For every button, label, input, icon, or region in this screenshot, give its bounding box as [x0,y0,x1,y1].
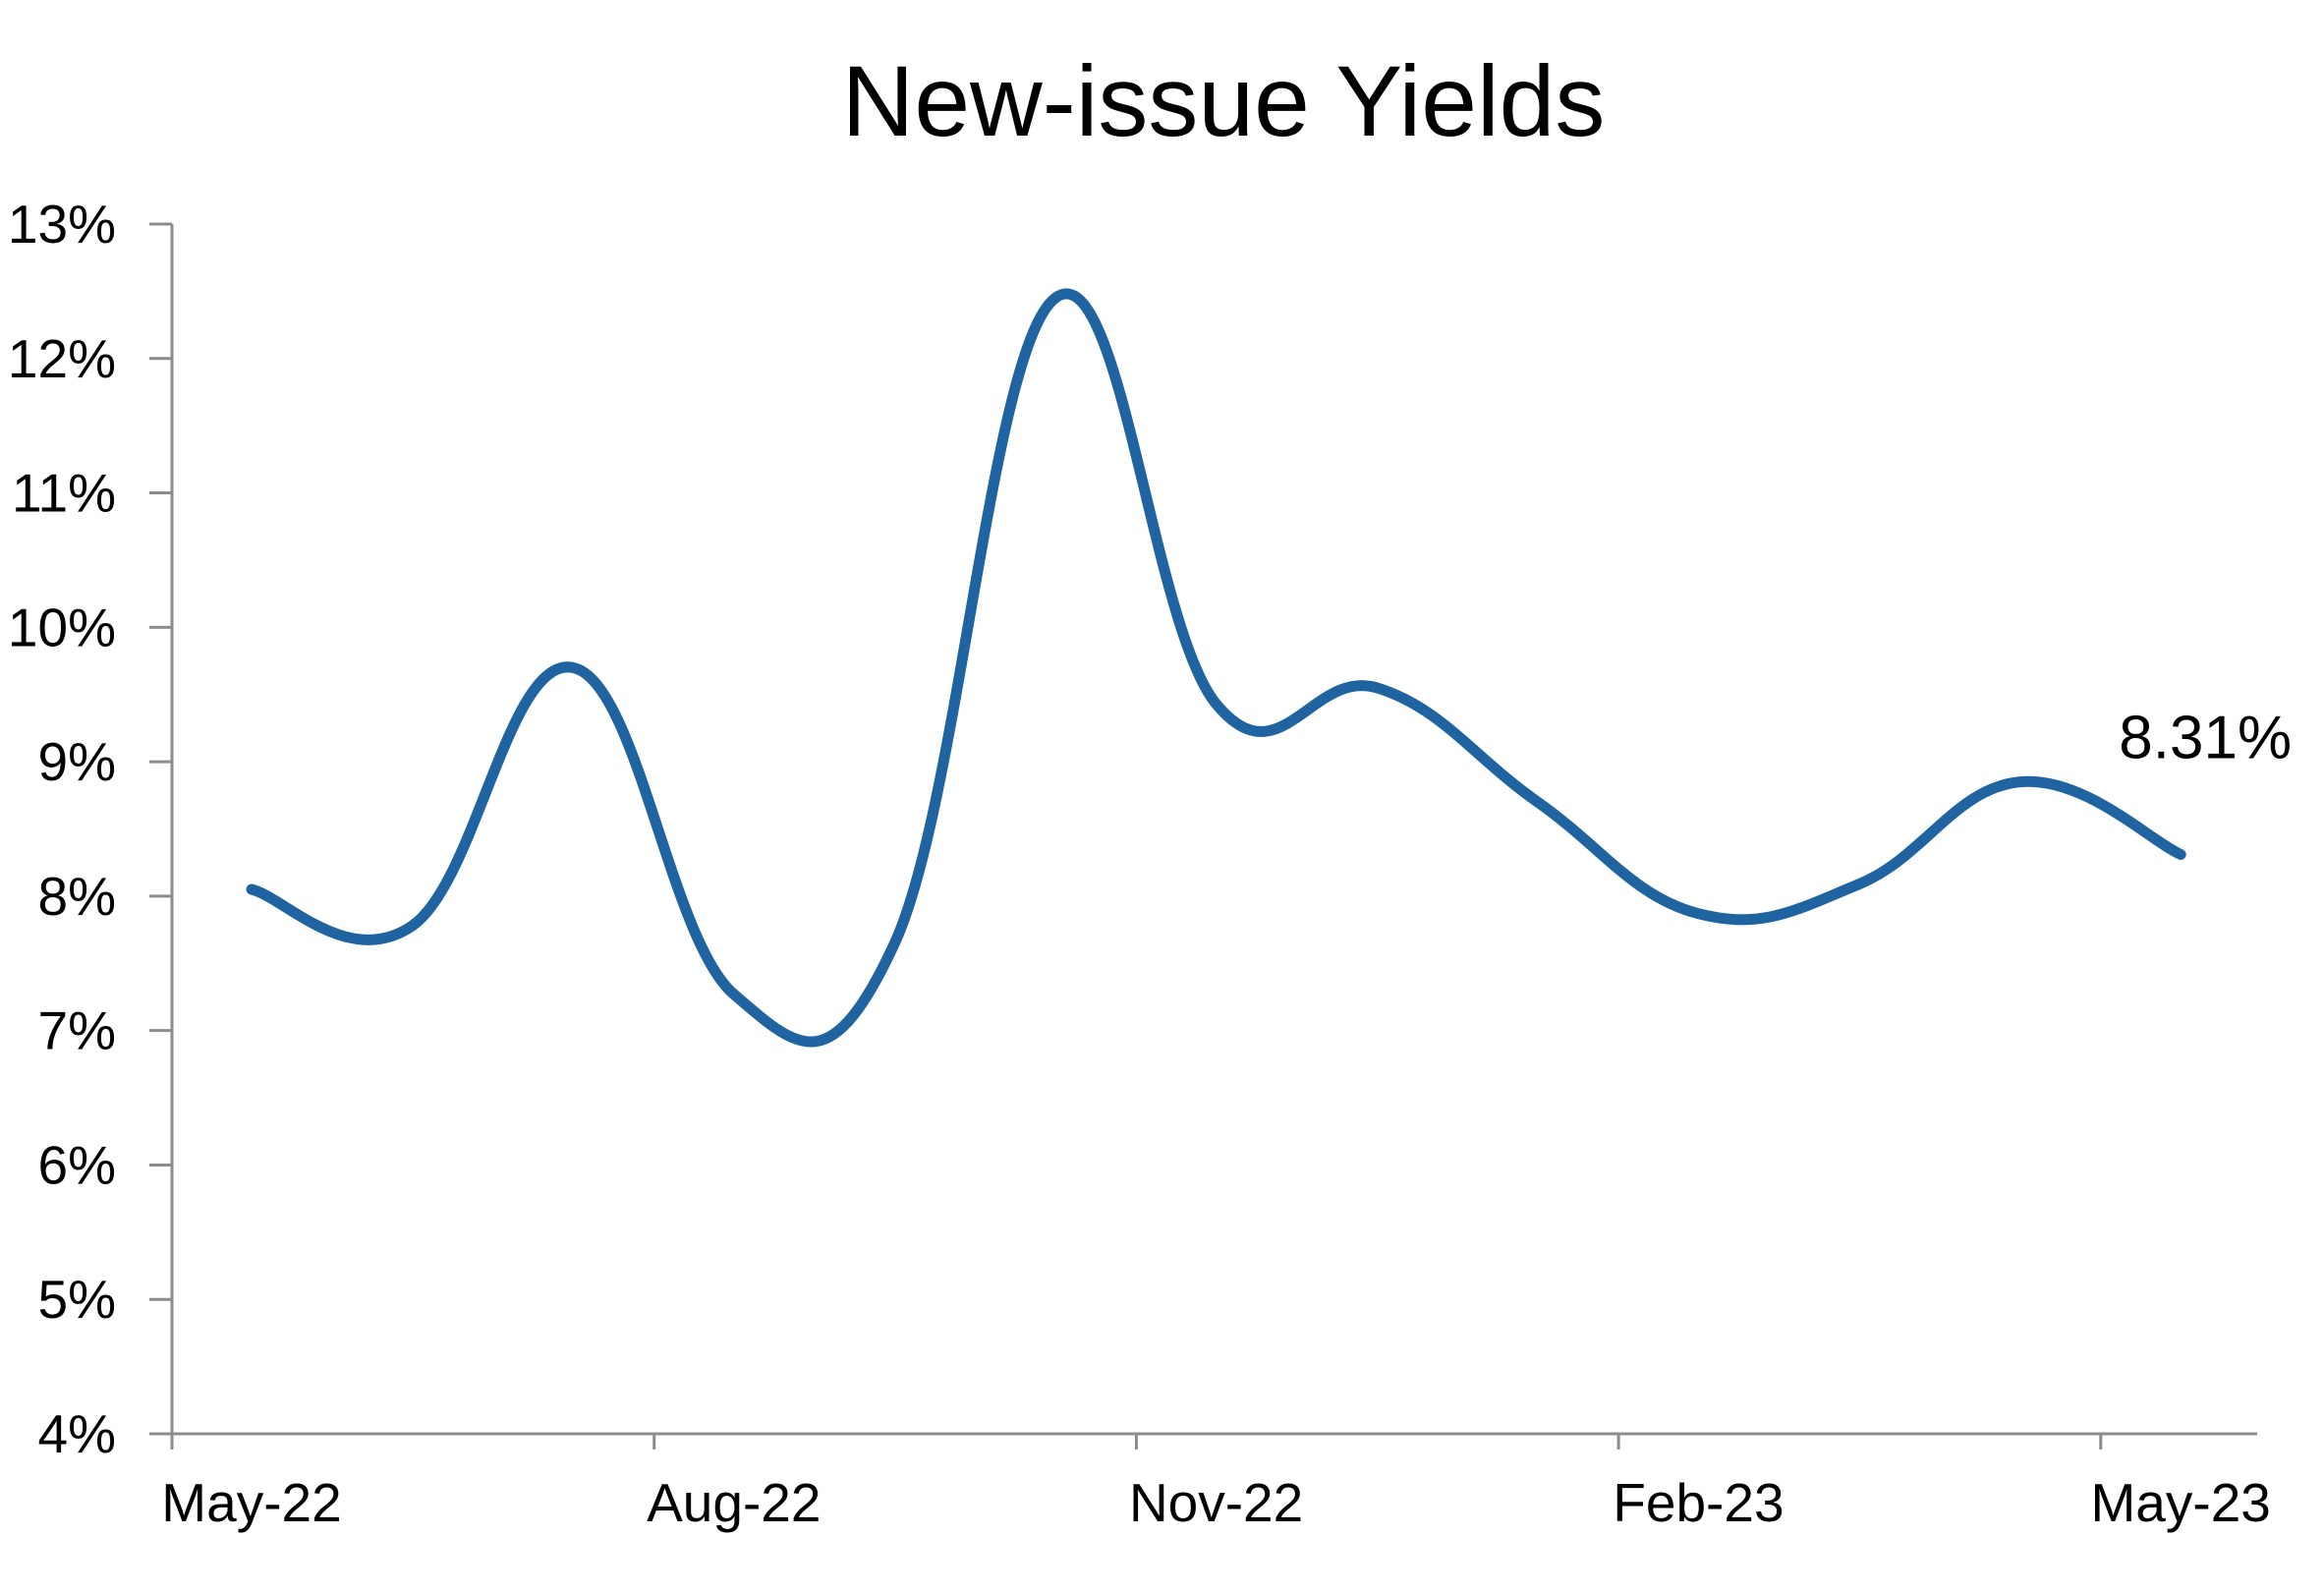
y-tick-label: 12% [8,328,116,389]
y-tick-label: 10% [8,597,116,657]
x-tick-label: Nov-22 [1129,1472,1303,1533]
y-tick-label: 7% [38,1000,117,1061]
annotation-layer: 8.31% [2119,704,2292,771]
x-tick-label: Feb-23 [1613,1472,1784,1533]
y-tick-label: 5% [38,1269,117,1330]
chart-title: New-issue Yields [842,45,1606,157]
y-tick-label: 11% [12,463,116,524]
series-line [246,288,2186,1048]
y-tick-label: 9% [38,731,117,792]
data-label: 8.31% [2119,704,2292,771]
y-tick-label: 6% [38,1134,117,1195]
y-tick-label: 8% [38,866,117,927]
x-tick-label: May-23 [2090,1472,2270,1533]
y-tick-label: 4% [38,1403,117,1464]
y-tick-label: 13% [8,194,116,255]
x-tick-label: May-22 [161,1472,341,1533]
x-tick-label: Aug-22 [647,1472,821,1533]
series-layer [246,288,2186,1048]
x-axis-ticks: May-22 Aug-22 Nov-22 Feb-23 May-23 [161,1434,2271,1533]
y-axis-ticks: 4% 5% 6% 7% 8% 9% 10% 11% 12% 13% [8,194,172,1464]
